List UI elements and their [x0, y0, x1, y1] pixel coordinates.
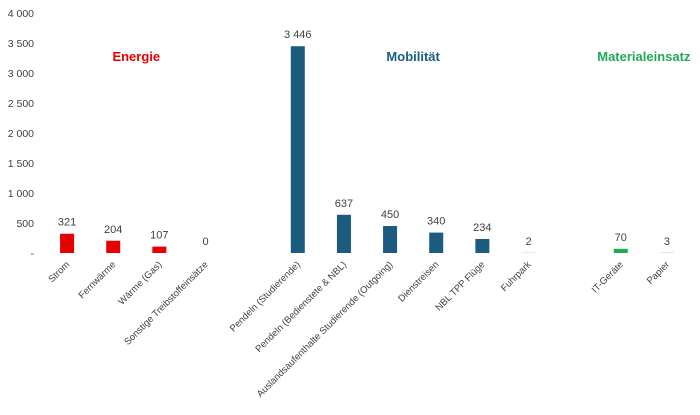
category-label: Papier: [645, 259, 672, 286]
data-label: 234: [473, 222, 491, 234]
y-tick-label: -: [31, 248, 35, 260]
data-label: 450: [381, 209, 399, 221]
data-label: 321: [58, 217, 76, 229]
data-label: 204: [104, 224, 122, 236]
bar: [290, 46, 305, 253]
data-label: 2: [525, 236, 531, 248]
group-label: Energie: [112, 49, 160, 64]
data-label: 70: [615, 232, 627, 244]
category-label: IT-Geräte: [590, 259, 626, 295]
bar: [613, 248, 628, 253]
bar: [475, 238, 490, 253]
category-label: Dienstreisen: [396, 259, 441, 304]
y-tick-label: 3 500: [8, 38, 34, 50]
y-tick-label: 2 000: [8, 128, 34, 140]
y-tick-label: 1 000: [8, 188, 34, 200]
y-tick-label: 1 500: [8, 158, 34, 170]
y-tick-label: 2 500: [8, 98, 34, 110]
category-label: Wärme (Gas): [116, 259, 164, 307]
y-tick-label: 3 000: [8, 68, 34, 80]
bar: [106, 240, 121, 253]
y-tick-label: 4 000: [8, 8, 34, 20]
data-label: 340: [427, 216, 445, 228]
bar: [336, 214, 351, 253]
data-label: 3 446: [284, 29, 312, 41]
category-label: Sonstige Treibstoffeinsätze: [122, 259, 210, 347]
category-label: Strom: [46, 259, 72, 285]
data-label: 3: [664, 236, 670, 248]
data-label: 637: [335, 198, 353, 210]
category-label: Fernwärme: [77, 259, 119, 301]
category-label: Fuhrpark: [499, 259, 534, 294]
y-tick-label: 500: [16, 218, 34, 230]
bar: [152, 246, 167, 253]
category-label: Pendeln (Bedienstete & NBL): [254, 259, 350, 355]
bar: [383, 226, 398, 253]
category-label: NBL TPP Flüge: [434, 259, 488, 313]
data-label: 107: [150, 230, 168, 242]
data-label: 0: [202, 236, 208, 248]
bar: [429, 232, 444, 253]
bar: [60, 233, 75, 253]
group-label: Materialeinsatz: [597, 49, 691, 64]
group-label: Mobilität: [386, 49, 440, 64]
